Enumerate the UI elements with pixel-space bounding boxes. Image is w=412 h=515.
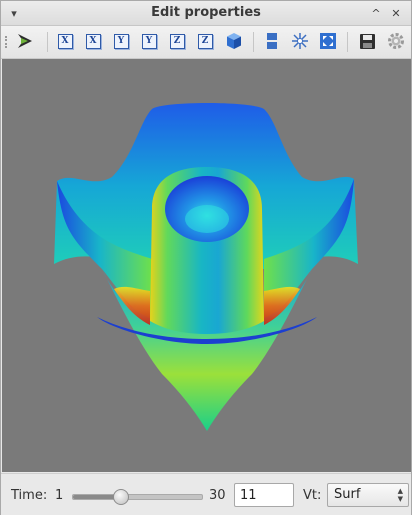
fit-view-icon[interactable]: [317, 30, 339, 52]
spin-arrows-icon: ▲ ▼: [397, 487, 403, 503]
view-z-button[interactable]: Z: [166, 30, 188, 52]
vt-selected-value: Surf: [334, 487, 361, 502]
view-x-reverse-button[interactable]: X: [82, 30, 104, 52]
rotate-tool-icon[interactable]: [14, 30, 36, 52]
3d-plot-canvas[interactable]: [2, 59, 411, 472]
time-value-input[interactable]: [234, 483, 294, 507]
layout-icon[interactable]: [261, 30, 283, 52]
save-icon[interactable]: [356, 30, 378, 52]
star-icon[interactable]: [289, 30, 311, 52]
surface-hot-right: [264, 286, 300, 325]
minimize-icon[interactable]: ^: [371, 6, 381, 20]
title-bar: ▾ Edit properties ^ ✕: [1, 1, 411, 26]
time-slider[interactable]: [72, 489, 203, 505]
view-y-reverse-button[interactable]: Y: [138, 30, 160, 52]
slider-handle[interactable]: [112, 489, 129, 505]
vt-label: Vt:: [303, 488, 322, 503]
axis-label: Y: [141, 33, 157, 49]
vt-select[interactable]: Surf ▲ ▼: [327, 483, 409, 507]
slider-fill: [73, 495, 120, 499]
surface-plot: [54, 103, 358, 431]
time-label: Time:: [11, 488, 48, 503]
view-y-button[interactable]: Y: [110, 30, 132, 52]
surface-front-body: [102, 269, 312, 431]
axis-label: X: [85, 33, 101, 49]
close-icon[interactable]: ✕: [391, 6, 401, 20]
settings-gear-icon[interactable]: [385, 30, 407, 52]
view-x-button[interactable]: X: [54, 30, 76, 52]
surface-hot-left: [114, 286, 150, 325]
cube-icon[interactable]: [223, 30, 245, 52]
surface-front-rim: [97, 317, 317, 344]
axis-label: Z: [197, 33, 213, 49]
bottom-controls: Time: 1 30 Vt: Surf ▲▼: [1, 473, 411, 515]
window-menu-icon[interactable]: ▾: [11, 6, 17, 20]
view-z-reverse-button[interactable]: Z: [194, 30, 216, 52]
slider-min-label: 1: [55, 488, 64, 503]
axis-label: Z: [169, 33, 185, 49]
toolbar: X X Y Y Z Z: [1, 26, 411, 59]
window-title: Edit properties: [151, 5, 261, 20]
toolbar-grip[interactable]: [5, 36, 10, 48]
axis-label: Y: [113, 33, 129, 49]
axis-label: X: [57, 33, 73, 49]
slider-max-label: 30: [209, 488, 226, 503]
